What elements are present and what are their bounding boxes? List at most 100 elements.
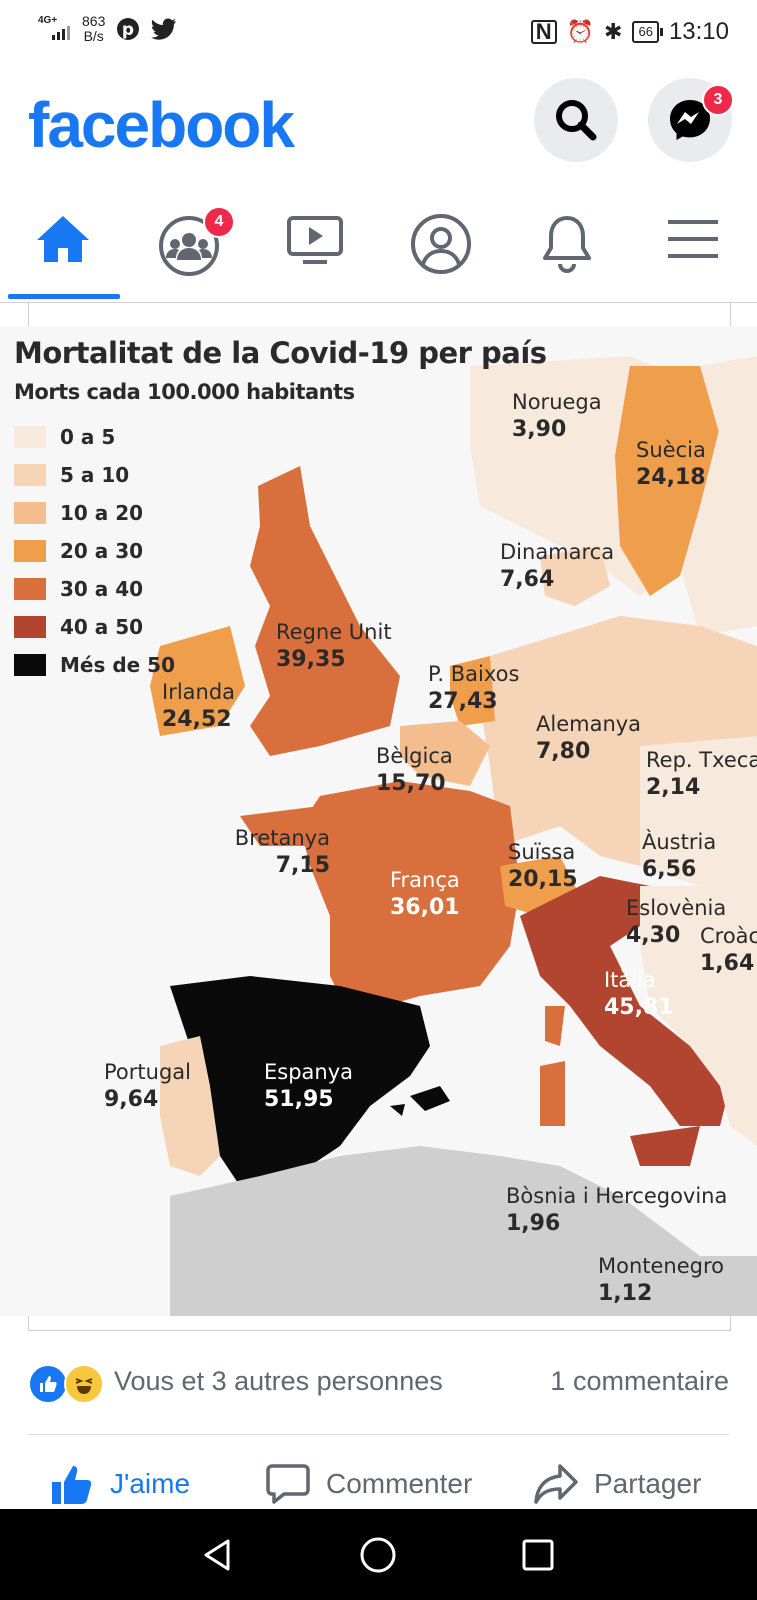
- signal-icon: [52, 26, 70, 40]
- country-label-croatia: Croàc 1,64: [700, 922, 757, 978]
- country-value: 6,56: [642, 857, 697, 882]
- legend-item: Més de 50: [14, 646, 175, 684]
- country-label-denmark: Dinamarca 7,64: [500, 538, 614, 594]
- share-icon: [534, 1464, 578, 1504]
- legend-item: 40 a 50: [14, 608, 175, 646]
- country-name: Rep. Txeca: [646, 748, 757, 772]
- country-name: Bòsnia i Hercegovina: [506, 1184, 728, 1208]
- menu-icon: [668, 220, 718, 258]
- country-label-norway: Noruega 3,90: [512, 388, 602, 444]
- country-name: Alemanya: [536, 712, 642, 736]
- groups-badge: 4: [203, 206, 235, 238]
- share-label: Partager: [594, 1468, 702, 1499]
- speed-unit: B/s: [83, 28, 104, 44]
- tab-groups[interactable]: 4: [134, 200, 244, 296]
- country-label-austria: Àustria 6,56: [642, 828, 716, 884]
- post-actions: J'aime Commenter Partager: [28, 1460, 729, 1520]
- speed-value: 863: [82, 13, 106, 29]
- legend-swatch: [14, 616, 46, 638]
- legend-swatch: [14, 426, 46, 448]
- country-label-switzerland: Suïssa 20,15: [508, 838, 578, 894]
- country-value: 1,64: [700, 951, 755, 976]
- country-label-portugal: Portugal 9,64: [104, 1058, 191, 1114]
- tab-bar: 4: [0, 200, 757, 303]
- legend-item: 0 a 5: [14, 418, 175, 456]
- like-label: J'aime: [110, 1468, 191, 1499]
- country-value: 36,01: [390, 895, 460, 920]
- status-bar: 4G+ 863 B/s p N ⏰ ✱ 66 13:10: [0, 0, 757, 66]
- country-value: 24,52: [162, 707, 232, 732]
- country-label-belgium: Bèlgica 15,70: [376, 742, 453, 798]
- legend-swatch: [14, 654, 46, 676]
- messenger-button[interactable]: 3: [648, 78, 734, 162]
- map-subtitle: Morts cada 100.000 habitants: [14, 380, 355, 404]
- country-label-czech: Rep. Txeca 2,14: [646, 746, 757, 802]
- svg-text:p: p: [122, 20, 134, 40]
- battery-icon: 66: [632, 21, 664, 43]
- divider: [28, 1434, 729, 1435]
- reactions-text[interactable]: Vous et 3 autres personnes: [114, 1366, 443, 1396]
- legend-swatch: [14, 502, 46, 524]
- legend-label: Més de 50: [60, 653, 176, 677]
- country-value: 1,96: [506, 1211, 561, 1236]
- country-value: 15,70: [376, 771, 446, 796]
- search-button[interactable]: [534, 78, 618, 162]
- active-tab-indicator: [8, 294, 120, 299]
- tab-notifications[interactable]: [512, 200, 622, 296]
- reactions-summary[interactable]: Vous et 3 autres personnes 1 commentaire: [28, 1362, 729, 1404]
- country-value: 24,18: [636, 465, 706, 490]
- tab-home[interactable]: [8, 200, 118, 296]
- like-button[interactable]: J'aime: [48, 1460, 190, 1508]
- home-circle-icon[interactable]: [358, 1535, 398, 1575]
- country-name: Bretanya: [234, 826, 330, 850]
- country-value: 51,95: [264, 1087, 334, 1112]
- comment-button[interactable]: Commenter: [264, 1460, 472, 1508]
- bluetooth-icon: ✱: [604, 19, 623, 44]
- legend-swatch: [14, 464, 46, 486]
- country-value: 3,90: [512, 417, 567, 442]
- facebook-logo[interactable]: facebook: [28, 89, 295, 161]
- country-label-montenegro: Montenegro 1,12: [598, 1252, 724, 1308]
- post-image[interactable]: Mortalitat de la Covid-19 per país Morts…: [0, 326, 757, 1316]
- legend-label: 0 a 5: [60, 425, 116, 449]
- legend-label: 30 a 40: [60, 577, 144, 601]
- country-name: Noruega: [512, 390, 602, 414]
- country-name: França: [390, 868, 460, 892]
- haha-reaction-icon: [64, 1364, 104, 1404]
- system-nav-bar: [0, 1509, 757, 1600]
- back-icon[interactable]: [200, 1537, 236, 1573]
- tab-menu[interactable]: [638, 200, 748, 296]
- country-name: Àustria: [642, 830, 717, 854]
- country-value: 2,14: [646, 775, 701, 800]
- share-button[interactable]: Partager: [532, 1460, 701, 1508]
- country-name: Croàc: [700, 924, 757, 948]
- country-value: 9,64: [104, 1087, 159, 1112]
- map-title: Mortalitat de la Covid-19 per país: [14, 336, 547, 370]
- tab-watch[interactable]: [260, 200, 370, 296]
- tab-profile[interactable]: [386, 200, 496, 296]
- country-value: 4,30: [626, 923, 681, 948]
- app-header: facebook 3: [0, 78, 757, 168]
- country-label-brittany: Bretanya 7,15: [226, 824, 330, 880]
- home-icon: [37, 216, 89, 262]
- country-name: Espanya: [264, 1060, 354, 1084]
- legend-item: 10 a 20: [14, 494, 175, 532]
- recents-icon[interactable]: [520, 1537, 556, 1573]
- country-label-ireland: Irlanda 24,52: [162, 678, 235, 734]
- country-label-slovenia: Eslovènia 4,30: [626, 894, 726, 950]
- reaction-icons: [28, 1364, 108, 1404]
- network-type: 4G+: [38, 15, 58, 26]
- comment-count[interactable]: 1 commentaire: [550, 1366, 729, 1396]
- country-label-italy: Itàlia 45,81: [604, 966, 674, 1022]
- video-icon: [287, 216, 343, 264]
- alarm-icon: ⏰: [566, 19, 595, 44]
- messenger-icon: [670, 100, 710, 140]
- country-label-netherlands: P. Baixos 27,43: [428, 660, 519, 716]
- country-label-france: França 36,01: [390, 866, 460, 922]
- thumbs-up-icon: [52, 1466, 92, 1504]
- network-indicator: 4G+: [38, 15, 72, 43]
- country-name: Suècia: [636, 438, 706, 462]
- legend-label: 20 a 30: [60, 539, 144, 563]
- country-name: P. Baixos: [428, 662, 520, 686]
- country-name: Portugal: [104, 1060, 191, 1084]
